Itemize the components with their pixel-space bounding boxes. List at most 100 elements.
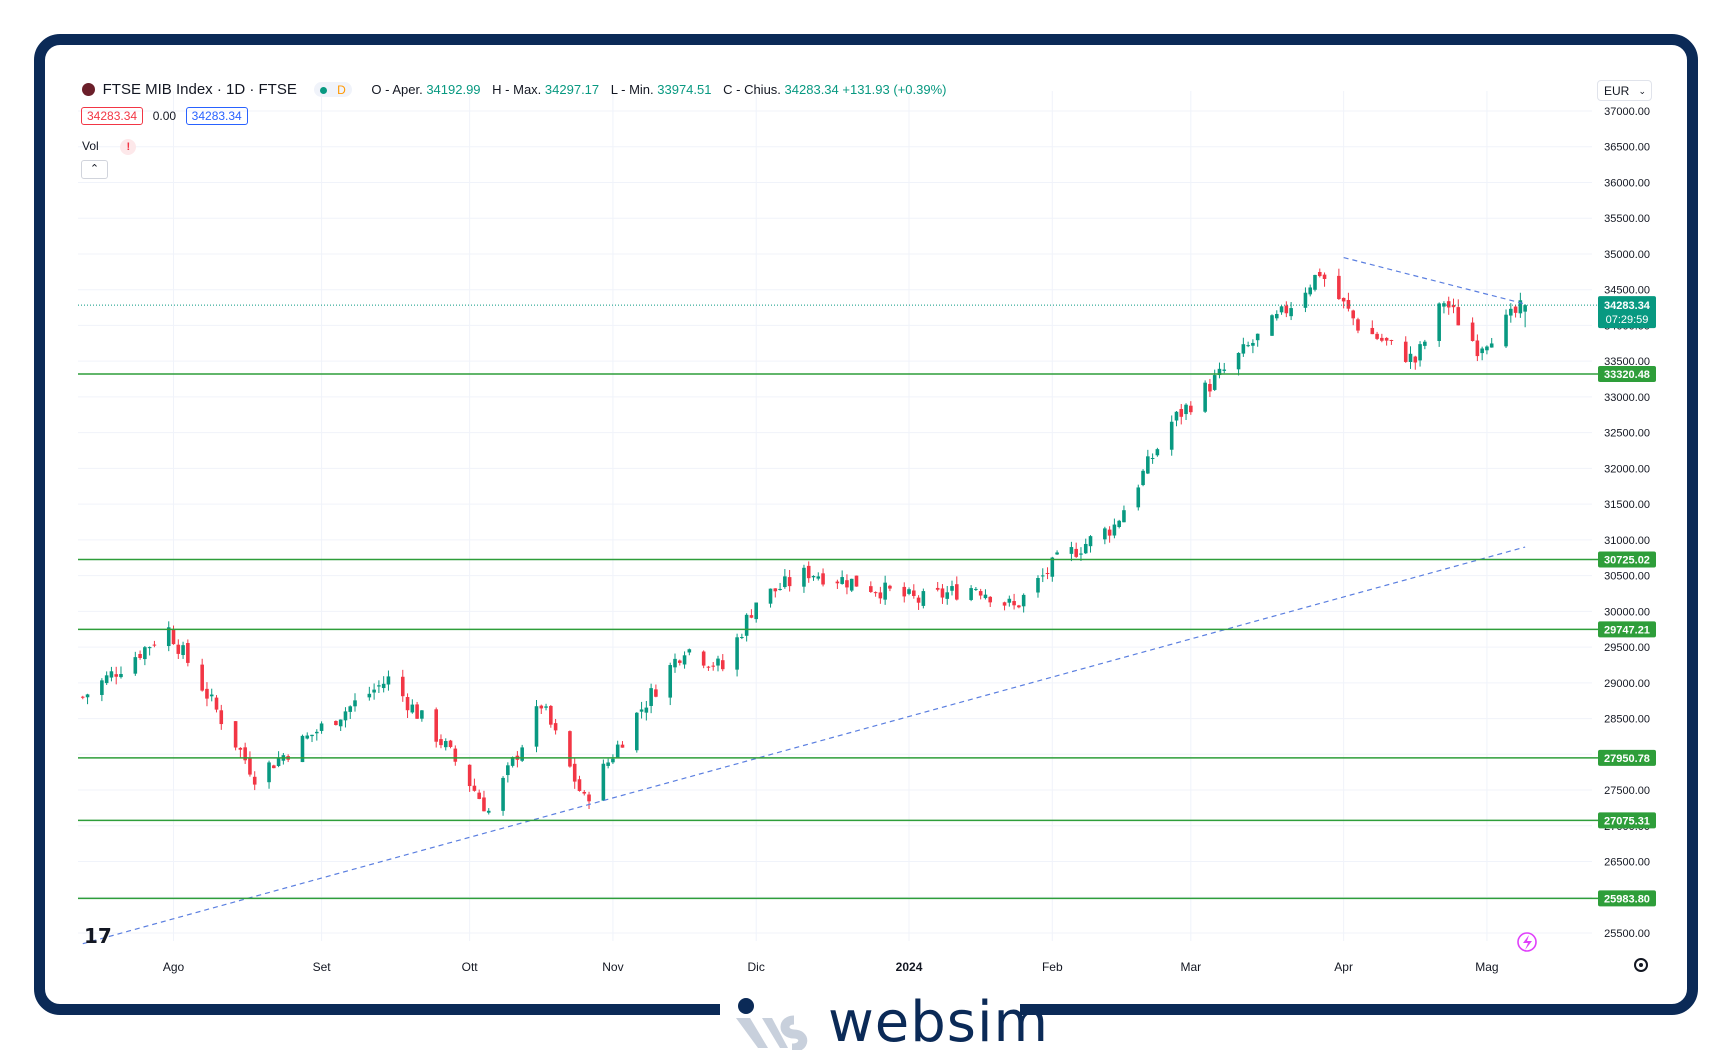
candle-body: [219, 710, 224, 725]
candle-body: [1375, 333, 1379, 339]
candle-body: [878, 592, 883, 599]
symbol-header[interactable]: FTSE MIB Index · 1D · FTSE D O - Aper. 3…: [82, 81, 954, 98]
candle-body: [606, 762, 610, 766]
candle-body: [754, 602, 758, 620]
candle-body: [921, 591, 926, 606]
level-price-label: 29747.21: [1604, 624, 1650, 636]
candle-body: [1423, 341, 1427, 346]
y-tick-label: 25500.00: [1604, 928, 1650, 940]
y-tick-label: 31500.00: [1604, 499, 1650, 511]
candle-body: [735, 637, 739, 670]
candle-body: [1189, 405, 1193, 413]
symbol-title[interactable]: FTSE MIB Index · 1D · FTSE: [102, 81, 297, 98]
candle-body: [472, 785, 477, 791]
candle-body: [147, 647, 152, 649]
flash-icon: [1517, 932, 1537, 952]
candle-body: [138, 654, 142, 658]
tradingview-logo-icon: 17: [84, 924, 112, 948]
candle-body: [687, 649, 692, 653]
y-tick-label: 34500.00: [1604, 285, 1650, 297]
level-price-tag: [1598, 551, 1656, 568]
settings-gear-icon[interactable]: [1634, 958, 1648, 972]
candle-body: [1208, 383, 1212, 392]
chevron-up-icon: ⌃: [89, 163, 100, 175]
candle-body: [854, 575, 859, 587]
candle-body: [405, 697, 410, 711]
candle-body: [744, 614, 749, 636]
currency-value: EUR: [1604, 84, 1630, 98]
buy-button[interactable]: 34283.34: [185, 107, 248, 125]
candle-body: [434, 709, 438, 742]
candle-body: [334, 721, 338, 726]
candle-body: [773, 588, 778, 592]
candle-body: [701, 651, 706, 666]
candle-body: [635, 712, 639, 751]
candle-body: [343, 711, 348, 721]
y-tick-label: 36500.00: [1604, 142, 1650, 154]
candle-body: [501, 777, 505, 811]
candle-body: [209, 694, 214, 697]
candle-body: [477, 792, 481, 799]
y-tick-label: 36000.00: [1604, 177, 1650, 189]
candle-body: [166, 627, 171, 647]
candle-body: [1136, 487, 1141, 508]
candle-body: [310, 734, 314, 737]
candle-body: [181, 645, 185, 656]
flash-bolt-icon: [1523, 935, 1532, 950]
volume-alert-icon[interactable]: !: [120, 139, 137, 155]
candle-body: [420, 710, 424, 719]
candle-body: [114, 674, 118, 677]
candle-body: [439, 739, 443, 746]
currency-select[interactable]: EUR ⌄: [1597, 80, 1652, 101]
candle-body: [816, 576, 821, 579]
x-tick-label: Dic: [748, 960, 765, 974]
candle-body: [716, 658, 720, 666]
candle-body: [1045, 572, 1050, 574]
mode-badge: D: [337, 83, 346, 97]
x-tick-label: Nov: [602, 960, 623, 974]
candle-body: [353, 700, 357, 707]
candle-body: [214, 697, 219, 710]
level-price-tag: [1598, 812, 1656, 829]
candle-body: [1451, 304, 1456, 308]
candle-body: [1083, 543, 1088, 554]
candle-body: [1437, 303, 1441, 341]
ftse-logo-icon: [82, 83, 95, 96]
candle-body: [553, 723, 558, 731]
candle-body: [601, 763, 606, 801]
candle-body: [448, 740, 453, 747]
candle-body: [873, 592, 878, 594]
candle-body: [1446, 301, 1451, 308]
candle-body: [1212, 375, 1217, 390]
candle-body: [749, 615, 754, 618]
candle-body: [720, 660, 725, 670]
candle-body: [1485, 346, 1489, 351]
spread-value: 0.00: [152, 109, 177, 123]
trendline: [1343, 256, 1526, 305]
candle-body: [1351, 310, 1355, 319]
collapse-legend-button[interactable]: ⌃: [81, 160, 108, 179]
candle-body: [945, 592, 950, 599]
candle-body: [1203, 382, 1207, 412]
candle-body: [644, 707, 649, 713]
candle-body: [1103, 528, 1107, 540]
candle-body: [912, 590, 916, 597]
candle-body: [711, 665, 716, 667]
candle-body: [272, 765, 276, 769]
volume-label: Vol: [82, 139, 99, 153]
candle-body: [109, 671, 114, 678]
volume-legend[interactable]: Vol !: [82, 138, 137, 155]
candle-body: [802, 567, 806, 587]
candle-body: [1169, 421, 1174, 450]
sell-button[interactable]: 34283.34: [81, 107, 144, 125]
candle-body: [1012, 601, 1016, 606]
candle-body: [348, 706, 353, 712]
y-tick-label: 35000.00: [1604, 249, 1650, 261]
candle-body: [740, 637, 744, 639]
candle-body: [620, 744, 625, 748]
candle-body: [1002, 602, 1007, 606]
trendline: [82, 546, 1526, 945]
candle-body: [1079, 553, 1083, 555]
candle-body: [104, 675, 109, 684]
